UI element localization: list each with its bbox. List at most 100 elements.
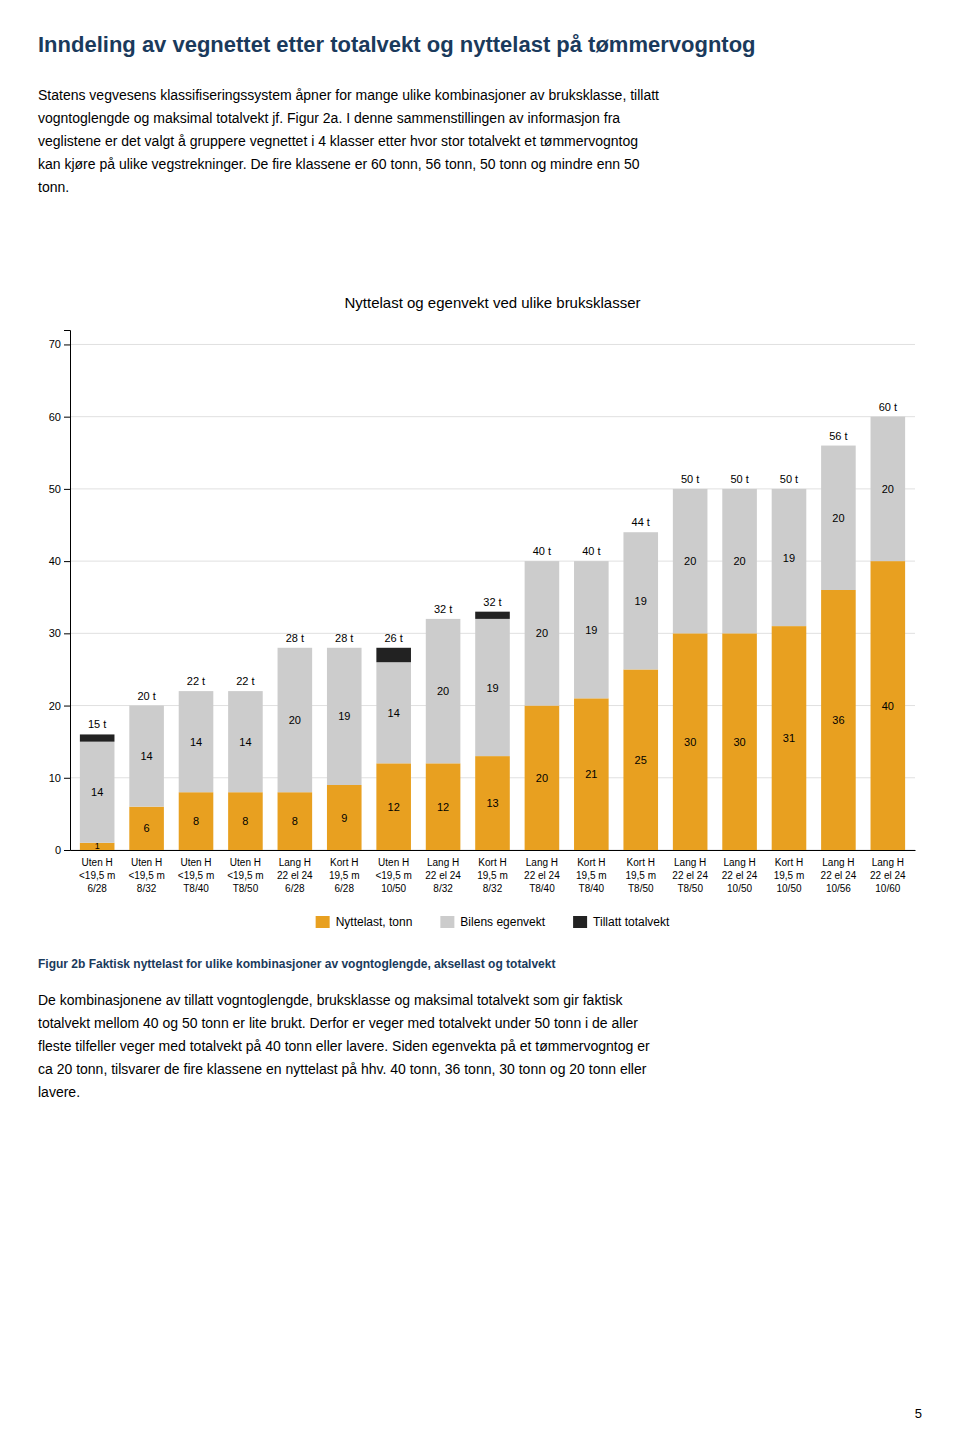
chart: Nyttelast og egenvekt ved ulike brukskla… [49, 294, 916, 894]
caption: Figur 2b Faktisk nyttelast for ulike kom… [38, 957, 555, 971]
total-label: 26 t [384, 632, 402, 644]
x-tick-label: 6/28 [335, 883, 355, 894]
x-tick-label: 10/50 [381, 883, 406, 894]
data-label: 36 [832, 714, 844, 726]
y-tick-mark [64, 778, 70, 779]
data-label: 20 [536, 627, 548, 639]
bar-segment [525, 561, 560, 705]
y-axis: 010203040506070 [49, 331, 71, 857]
total-label: 32 t [434, 603, 452, 615]
x-tick-label: 22 el 24 [821, 870, 857, 881]
x-axis: Uten H<19,5 m6/28 Uten H <19,5 m 8/32 Uten H… [71, 851, 916, 895]
data-label: 40 [882, 700, 894, 712]
page-number: 5 [915, 1406, 922, 1421]
total-label: 50 t [681, 473, 699, 485]
data-label: 14 [91, 786, 103, 798]
x-tick-label: T8/50 [677, 883, 703, 894]
x-tick: Uten H<19,5 mT8/50 [227, 857, 263, 894]
legend: Nyttelast, tonnBilens egenvektTillatt to… [316, 915, 670, 929]
total-label: 32 t [483, 596, 501, 608]
total-label: 40 t [582, 545, 600, 557]
x-tick-label: 6/28 [285, 883, 305, 894]
body-text: De kombinasjonene av tillatt vogntogleng… [38, 992, 650, 1100]
bars [80, 417, 905, 850]
y-tick-label: 60 [49, 411, 61, 423]
bar-segment [772, 489, 807, 626]
x-tick: Uten H<19,5 m6/28 [79, 857, 115, 894]
bar-segment [772, 488, 807, 489]
y-tick-mark [64, 561, 70, 562]
legend-label: Bilens egenvekt [460, 915, 545, 929]
bar-segment [673, 488, 708, 489]
data-label: 9 [341, 812, 347, 824]
x-tick-label: Uten H [180, 857, 211, 868]
intro-text: Statens vegvesens klassifiseringssystem … [38, 87, 659, 195]
y-tick-mark [64, 706, 70, 707]
bar-segment [871, 561, 906, 850]
x-tick: Uten H<19,5 m8/32 [128, 857, 164, 894]
bar-segment [475, 612, 510, 619]
bar-segment [129, 705, 164, 706]
x-tick: Kort H19,5 m6/28 [329, 857, 360, 894]
legend-label: Nyttelast, tonn [336, 915, 413, 929]
y-tick: 20 [49, 700, 70, 712]
x-tick-label: T8/40 [579, 883, 605, 894]
x-tick-label: <19,5 m [128, 870, 164, 881]
y-tick-label: 0 [55, 844, 61, 856]
data-label: 20 [289, 714, 301, 726]
x-tick-label: 10/50 [727, 883, 752, 894]
bar-segment [574, 561, 609, 562]
grid-line [70, 344, 915, 345]
x-tick-label: Kort H [627, 857, 655, 868]
body-line: fleste tilfeller veger med totalvekt på … [38, 1038, 650, 1054]
bar-segment [278, 648, 313, 792]
data-label: 19 [635, 595, 647, 607]
x-tick-label: 10/60 [875, 883, 900, 894]
y-tick-label: 70 [49, 338, 61, 350]
y-axis-line [64, 331, 71, 851]
data-label: 20 [832, 512, 844, 524]
data-label: 20 [733, 555, 745, 567]
y-tick-label: 30 [49, 627, 61, 639]
y-tick: 0 [55, 844, 70, 856]
total-label: 28 t [335, 632, 353, 644]
bar-segment [376, 763, 411, 850]
data-label: 19 [585, 624, 597, 636]
data-label: 19 [338, 710, 350, 722]
bar-segment [772, 626, 807, 850]
data-label: 19 [486, 682, 498, 694]
legend-item: Nyttelast, tonn [316, 915, 413, 929]
x-tick-label: 8/32 [483, 883, 503, 894]
x-tick-label: T8/50 [233, 883, 259, 894]
y-tick: 50 [49, 483, 70, 495]
x-tick: Uten H<19,5 m10/50 [375, 857, 411, 894]
total-label: 28 t [286, 632, 304, 644]
bar-segment [80, 734, 115, 741]
y-tick-mark [64, 633, 70, 634]
data-label: 8 [242, 815, 248, 827]
x-tick-label: T8/50 [628, 883, 654, 894]
body-line: lavere. [38, 1084, 80, 1100]
bar-segment [228, 691, 263, 792]
bar-segment [278, 792, 313, 850]
data-label: 20 [536, 772, 548, 784]
bar-segment [574, 561, 609, 698]
bar-segment [525, 561, 560, 562]
bar-segment [327, 648, 362, 785]
x-tick: Kort H19,5 mT8/50 [625, 857, 656, 894]
legend-swatch [440, 916, 454, 928]
chart-title: Nyttelast og egenvekt ved ulike brukskla… [345, 294, 641, 311]
x-tick: Lang H22 el 248/32 [425, 857, 461, 894]
x-tick: Lang H22 el 2410/56 [821, 857, 857, 894]
x-tick-label: 19,5 m [774, 870, 805, 881]
bar-segment [821, 590, 856, 850]
grid-line [70, 416, 915, 417]
data-label: 8 [292, 815, 298, 827]
data-label: 13 [486, 797, 498, 809]
bar-segment [722, 488, 757, 489]
y-tick-mark [64, 850, 70, 851]
data-label: 30 [684, 736, 696, 748]
bar-segment [376, 662, 411, 763]
x-tick-label: Uten H [131, 857, 162, 868]
x-tick: Uten H<19,5 mT8/40 [178, 857, 214, 894]
